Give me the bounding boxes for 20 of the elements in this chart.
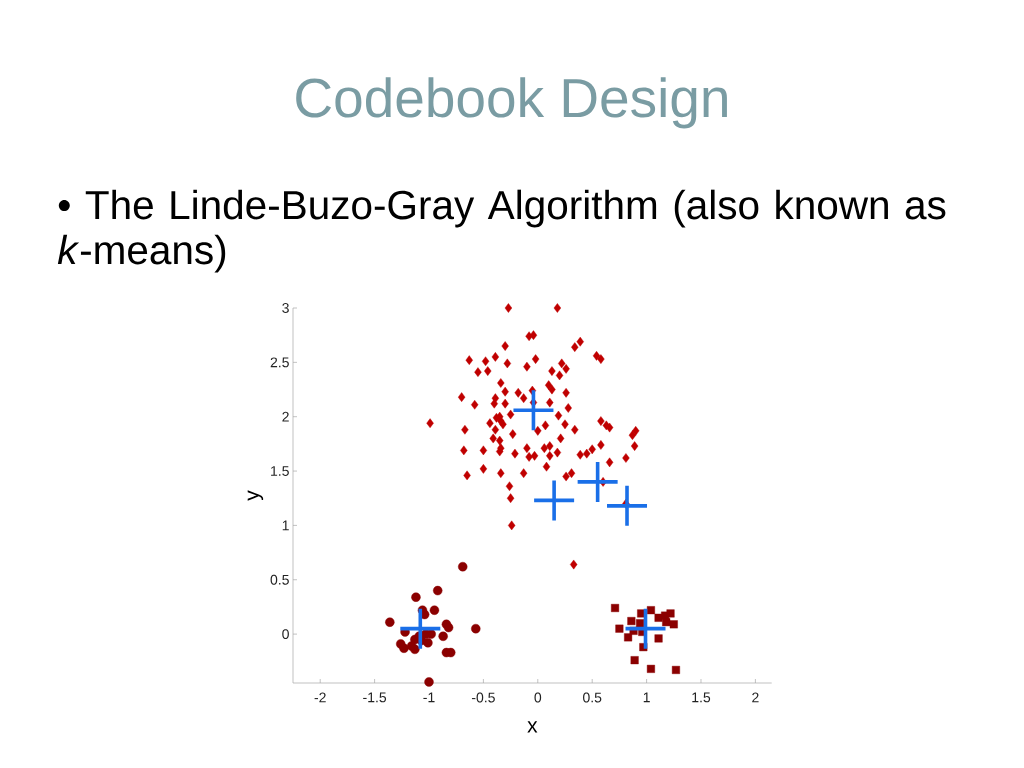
x-tick-label: 0 (534, 692, 542, 703)
y-tick-label: 0 (282, 629, 289, 640)
x-tick-label: -1 (423, 692, 435, 703)
x-tick-label: 0.5 (583, 692, 602, 703)
y-tick-label: 1 (282, 520, 289, 531)
x-axis-title: x (527, 721, 538, 733)
y-axis-title: y (247, 490, 264, 501)
x-tick-label: 2 (752, 692, 759, 703)
y-tick-label: 2 (282, 411, 289, 422)
x-tick-label: -2 (314, 692, 326, 703)
x-tick-label: 1 (643, 692, 650, 703)
y-tick-label: 2.5 (270, 357, 289, 368)
x-tick-label: -1.5 (363, 692, 387, 703)
chart-subtitle: • The Linde-Buzo-Gray Algorithm (also known as k-means) (57, 189, 946, 273)
y-tick-label: 1.5 (271, 466, 289, 476)
x-tick-label: -0.5 (471, 692, 495, 703)
y-tick-label: 0.5 (270, 574, 289, 585)
chart-title: Codebook Design (296, 77, 727, 129)
y-tick-label: 3 (282, 303, 289, 313)
x-tick-label: 1.5 (692, 692, 711, 703)
